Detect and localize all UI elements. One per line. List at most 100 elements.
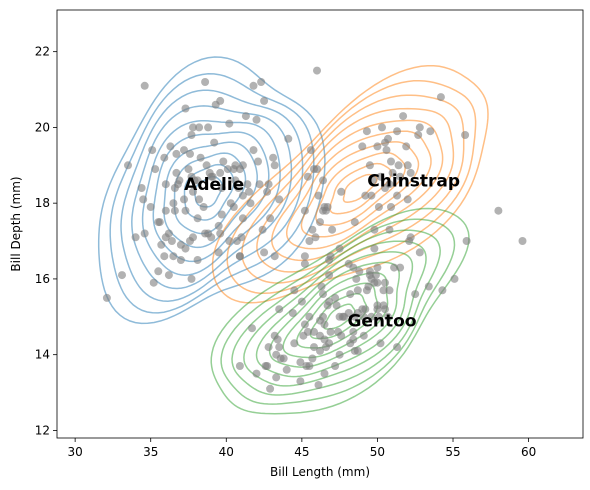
point-gentoo (308, 354, 317, 363)
point-adelie (193, 214, 202, 223)
point-gentoo (518, 237, 527, 245)
point-chinstrap (374, 203, 383, 211)
x-tick-label: 30 (67, 445, 82, 459)
point-gentoo (335, 350, 344, 359)
point-gentoo (349, 335, 358, 344)
point-adelie (243, 180, 252, 189)
point-gentoo (361, 305, 370, 314)
point-adelie (118, 271, 126, 280)
point-adelie (157, 240, 166, 249)
point-gentoo (381, 278, 389, 287)
point-chinstrap (370, 225, 379, 234)
point-gentoo (290, 339, 299, 348)
point-adelie (169, 199, 178, 208)
point-gentoo (349, 263, 358, 272)
point-gentoo (325, 339, 334, 348)
point-chinstrap (406, 168, 415, 177)
point-gentoo (288, 309, 297, 317)
point-adelie (140, 81, 149, 90)
point-adelie (245, 187, 253, 196)
point-chinstrap (235, 252, 244, 261)
point-gentoo (373, 263, 382, 272)
point-adelie (217, 210, 226, 219)
point-chinstrap (414, 131, 423, 139)
point-gentoo (325, 297, 334, 306)
point-adelie (172, 149, 181, 158)
point-adelie (201, 78, 210, 86)
x-tick-label: 35 (143, 445, 158, 459)
y-tick-label: 22 (35, 45, 50, 59)
point-gentoo (275, 305, 284, 314)
contour-adelie (120, 89, 304, 302)
point-adelie (170, 206, 179, 215)
point-adelie (161, 206, 170, 215)
point-adelie (246, 199, 255, 208)
point-adelie (146, 203, 155, 211)
point-gentoo (305, 362, 314, 370)
point-gentoo (279, 354, 288, 363)
point-adelie (204, 123, 213, 132)
point-gentoo (319, 290, 327, 299)
contour-chinstrap (241, 94, 465, 284)
point-gentoo (415, 248, 424, 257)
y-tick-label: 14 (35, 348, 50, 362)
data-points (102, 66, 527, 393)
point-gentoo (393, 343, 402, 352)
point-gentoo (381, 305, 389, 314)
cluster-label-gentoo: Gentoo (347, 312, 416, 332)
point-gentoo (320, 369, 329, 378)
point-adelie (225, 119, 234, 128)
y-tick-label: 20 (35, 120, 50, 134)
point-gentoo (344, 309, 353, 317)
point-adelie (169, 252, 178, 261)
point-adelie (199, 203, 208, 211)
point-adelie (229, 203, 238, 211)
point-chinstrap (323, 203, 332, 211)
point-chinstrap (311, 233, 320, 242)
point-adelie (189, 123, 197, 132)
point-chinstrap (358, 142, 367, 151)
point-adelie (187, 131, 196, 139)
cluster-label-chinstrap: Chinstrap (367, 171, 460, 191)
point-adelie (148, 146, 157, 155)
point-adelie (234, 184, 243, 192)
point-gentoo (264, 343, 273, 352)
point-adelie (160, 153, 169, 162)
point-adelie (131, 233, 140, 242)
point-adelie (180, 146, 188, 155)
point-adelie (186, 149, 194, 158)
point-adelie (124, 161, 132, 170)
point-adelie (102, 293, 111, 302)
point-adelie (216, 96, 225, 105)
point-gentoo (462, 237, 471, 245)
point-chinstrap (402, 142, 411, 151)
point-adelie (166, 142, 175, 151)
contour-chinstrap (256, 107, 455, 273)
point-chinstrap (396, 172, 405, 181)
point-chinstrap (305, 237, 314, 245)
point-chinstrap (337, 187, 346, 196)
point-gentoo (326, 327, 335, 336)
point-gentoo (374, 312, 383, 321)
point-adelie (196, 153, 205, 162)
point-adelie (270, 161, 279, 170)
point-adelie (249, 81, 258, 90)
point-chinstrap (394, 161, 403, 170)
point-chinstrap (335, 244, 344, 253)
point-adelie (172, 168, 181, 177)
point-chinstrap (275, 195, 284, 204)
point-chinstrap (376, 172, 385, 181)
point-chinstrap (326, 252, 335, 261)
contour-gentoo (296, 282, 379, 349)
point-chinstrap (319, 176, 327, 185)
point-adelie (254, 157, 262, 166)
point-chinstrap (399, 112, 408, 121)
point-gentoo (349, 327, 358, 336)
point-adelie (210, 138, 219, 147)
point-adelie (154, 267, 163, 276)
point-chinstrap (387, 203, 395, 211)
point-adelie (181, 104, 190, 113)
point-gentoo (282, 365, 291, 374)
point-adelie (181, 244, 190, 253)
